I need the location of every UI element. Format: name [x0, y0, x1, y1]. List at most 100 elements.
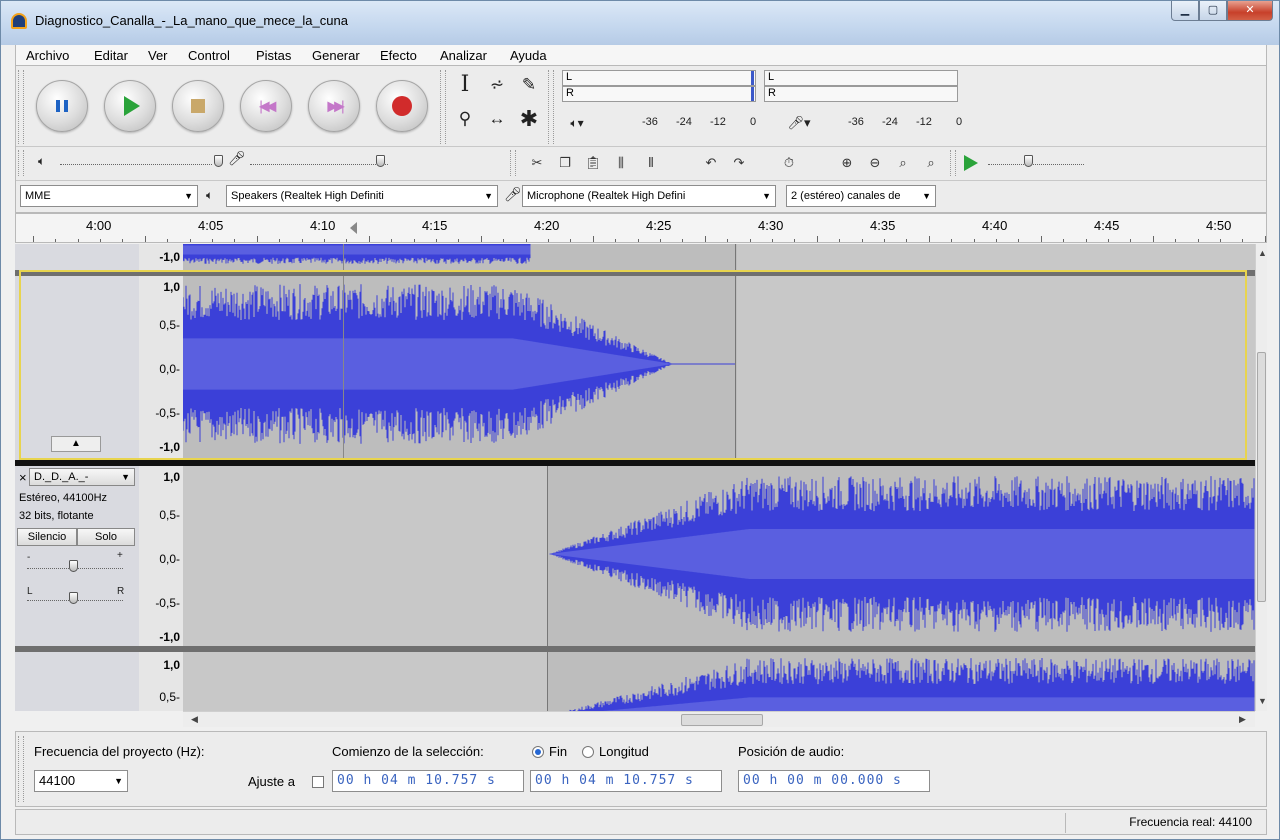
output-device-select[interactable]: Speakers (Realtek High Definiti ▼	[226, 185, 498, 207]
snap-to-checkbox[interactable]	[312, 776, 324, 788]
record-meter-right[interactable]: R	[764, 86, 958, 102]
scroll-down-icon[interactable]: ▼	[1258, 696, 1267, 706]
scroll-up-icon[interactable]: ▲	[1258, 248, 1267, 258]
ruler-label: 4:20	[534, 218, 560, 233]
undo-icon[interactable]: ↶	[705, 155, 717, 170]
track1-amplitude-scale: -1,0 1,0 0,5- 0,0- -0,5- -1,0	[139, 244, 183, 460]
track-name-menu[interactable]: D._D._A._- ▼	[29, 468, 135, 486]
track-format-info: 32 bits, flotante	[19, 510, 94, 522]
collapse-track-button[interactable]: ▲	[51, 436, 101, 452]
scroll-left-icon[interactable]: ◀	[191, 714, 198, 724]
vertical-scrollbar[interactable]: ▲ ▼	[1255, 244, 1267, 711]
scroll-right-icon[interactable]: ▶	[1239, 714, 1246, 724]
zoom-out-icon[interactable]: ⊖	[869, 155, 881, 170]
play-speed-slider[interactable]	[988, 164, 1084, 165]
end-radio[interactable]	[532, 746, 544, 758]
audacity-headphones-icon	[11, 13, 27, 29]
actual-rate-status: Frecuencia real: 44100	[1129, 815, 1252, 829]
pan-thumb[interactable]	[69, 592, 78, 604]
gain-thumb[interactable]	[69, 560, 78, 572]
zoom-tool-icon[interactable]: ⚲	[458, 109, 472, 128]
sync-lock-icon[interactable]: ⏱︎	[783, 155, 795, 170]
timeline-ruler[interactable]: 4:00 4:05 4:10 4:15 4:20 4:25 4:30 4:35 4:40 4:45…	[15, 213, 1267, 243]
toolbar-grip[interactable]	[18, 736, 24, 802]
audio-position-time[interactable]: 00 h 00 m 00.000 s	[738, 770, 930, 792]
menu-efecto[interactable]: Efecto	[380, 48, 417, 63]
minimize-button[interactable]: ▁	[1171, 1, 1199, 21]
play-button[interactable]	[104, 80, 156, 132]
input-volume-thumb[interactable]	[376, 155, 385, 167]
pause-button[interactable]	[36, 80, 88, 132]
close-button[interactable]: ✕	[1227, 1, 1273, 21]
fit-selection-icon[interactable]: ⌕	[899, 155, 907, 170]
ruler-tick	[772, 239, 773, 242]
speaker-meter-icon[interactable]: 🔈︎▾	[570, 116, 584, 130]
menu-ayuda[interactable]: Ayuda	[510, 48, 547, 63]
multi-tool-icon[interactable]: ✱	[519, 106, 539, 131]
cut-icon[interactable]: ✂	[531, 155, 543, 170]
horizontal-scroll-thumb[interactable]	[681, 714, 763, 726]
mute-button[interactable]: Silencio	[17, 528, 77, 546]
solo-button[interactable]: Solo	[77, 528, 135, 546]
input-volume-slider[interactable]	[250, 164, 388, 165]
menu-pistas[interactable]: Pistas	[256, 48, 292, 63]
ruler-tick	[503, 239, 505, 242]
silence-icon[interactable]: ⫴	[648, 155, 654, 170]
menu-ver[interactable]: Ver	[148, 48, 168, 63]
skip-start-button[interactable]: |◀◀	[240, 80, 292, 132]
track1-waveform[interactable]	[183, 244, 1255, 460]
menu-generar[interactable]: Generar	[312, 48, 360, 63]
record-button[interactable]	[376, 80, 428, 132]
play-at-speed-icon[interactable]	[964, 155, 978, 171]
toolbar-grip[interactable]	[440, 70, 446, 144]
ruler-label: 4:15	[422, 218, 448, 233]
selection-end-time[interactable]: 00 h 04 m 10.757 s	[530, 770, 722, 792]
selection-start-time[interactable]: 00 h 04 m 10.757 s	[332, 770, 524, 792]
zoom-in-icon[interactable]: ⊕	[841, 155, 853, 170]
playback-meter-left[interactable]: L	[562, 70, 756, 86]
output-volume-slider[interactable]	[60, 164, 212, 165]
audio-host-select[interactable]: MME ▼	[20, 185, 198, 207]
copy-icon[interactable]: ❐	[559, 155, 571, 170]
menu-control[interactable]: Control	[188, 48, 230, 63]
record-meter-left[interactable]: L	[764, 70, 958, 86]
length-radio[interactable]	[582, 746, 594, 758]
toolbar-grip[interactable]	[548, 70, 554, 144]
track2-waveform[interactable]	[183, 466, 1255, 711]
vertical-scroll-thumb[interactable]	[1257, 352, 1266, 602]
input-device-select[interactable]: Microphone (Realtek High Defini ▼	[522, 185, 776, 207]
toolbar-grip[interactable]	[950, 150, 956, 176]
waveform-rms-path	[183, 245, 531, 255]
microphone-meter-icon[interactable]: 🎤︎▾	[787, 115, 811, 130]
output-volume-thumb[interactable]	[214, 155, 223, 167]
project-rate-select[interactable]: 44100 ▼	[34, 770, 128, 792]
input-channels-select[interactable]: 2 (estéreo) canales de ▼	[786, 185, 936, 207]
stop-button[interactable]	[172, 80, 224, 132]
horizontal-scrollbar[interactable]: ◀ ▶	[183, 711, 1255, 727]
toolbar-grip[interactable]	[18, 150, 24, 176]
playback-meter-right[interactable]: R	[562, 86, 756, 102]
ruler-tick	[592, 236, 594, 242]
chevron-down-icon: ▼	[121, 472, 130, 482]
track-close-button[interactable]: ×	[19, 470, 27, 485]
selection-tool-icon[interactable]: I	[460, 72, 470, 97]
fit-project-icon[interactable]: ⌕	[927, 155, 935, 170]
toolbar-grip[interactable]	[510, 150, 516, 176]
menu-editar[interactable]: Editar	[94, 48, 128, 63]
paste-icon[interactable]: 📋︎	[584, 155, 602, 170]
timeshift-tool-icon[interactable]: ↔	[488, 109, 506, 128]
ruler-tick	[301, 239, 303, 242]
envelope-tool-icon[interactable]: ⩫	[489, 75, 505, 94]
redo-icon[interactable]: ↷	[733, 155, 745, 170]
maximize-button[interactable]: ▢	[1199, 1, 1227, 21]
skip-end-button[interactable]: ▶▶|	[308, 80, 360, 132]
play-speed-thumb[interactable]	[1024, 155, 1033, 167]
draw-tool-icon[interactable]: ✎	[521, 75, 537, 94]
toolbar-grip[interactable]	[18, 70, 24, 144]
trim-icon[interactable]: ⫼	[618, 155, 624, 170]
track2-control-panel[interactable]: × D._D._A._- ▼ Estéreo, 44100Hz 32 bits, …	[15, 466, 139, 711]
menu-archivo[interactable]: Archivo	[26, 48, 70, 63]
menu-analizar[interactable]: Analizar	[440, 48, 487, 63]
track-area: ▲ -1,0 1,0 0,5- 0,0- -0,5- -1,0 × D._D._…	[15, 244, 1255, 711]
track1-control-panel[interactable]: ▲	[15, 244, 139, 460]
